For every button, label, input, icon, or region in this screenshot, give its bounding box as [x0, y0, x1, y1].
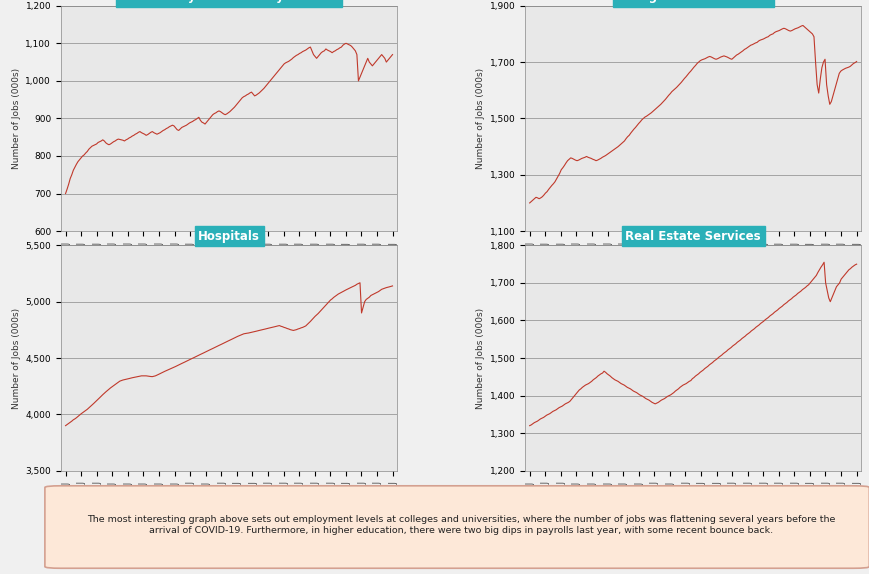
Y-axis label: Number of Jobs (000s): Number of Jobs (000s): [12, 68, 21, 169]
Title: Elementary & Secondary Schools: Elementary & Secondary Schools: [119, 0, 338, 3]
FancyBboxPatch shape: [45, 486, 868, 568]
Title: Colleges & Universities: Colleges & Universities: [615, 0, 769, 3]
Text: The most interesting graph above sets out employment levels at colleges and univ: The most interesting graph above sets ou…: [87, 515, 834, 534]
Y-axis label: Number of Jobs (000s): Number of Jobs (000s): [476, 68, 485, 169]
X-axis label: Year & month: Year & month: [655, 501, 730, 511]
X-axis label: Year & month: Year & month: [655, 262, 730, 272]
Title: Hospitals: Hospitals: [198, 230, 260, 243]
Title: Real Estate Services: Real Estate Services: [625, 230, 760, 243]
X-axis label: Year & month: Year & month: [191, 262, 266, 272]
Y-axis label: Number of Jobs (000s): Number of Jobs (000s): [12, 308, 21, 409]
Y-axis label: Number of Jobs (000s): Number of Jobs (000s): [476, 308, 485, 409]
X-axis label: Year & month: Year & month: [191, 501, 266, 511]
